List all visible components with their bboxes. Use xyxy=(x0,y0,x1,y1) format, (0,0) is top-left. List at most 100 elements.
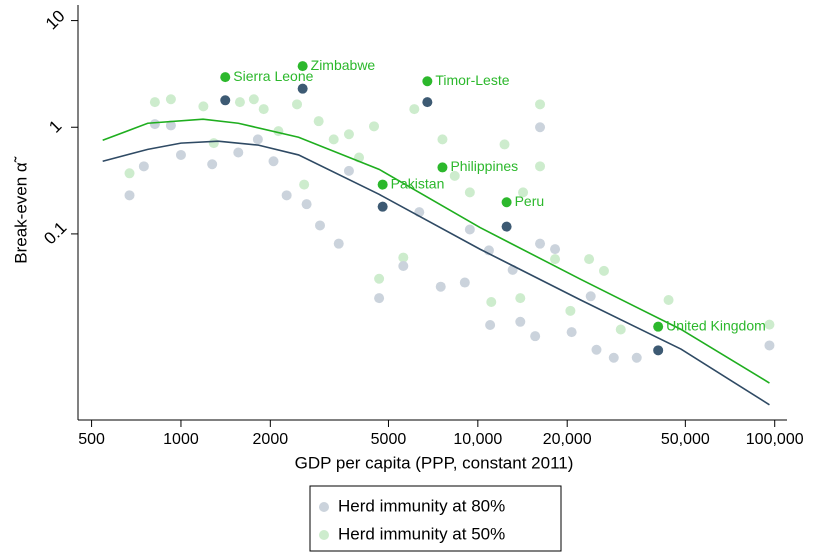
point xyxy=(198,101,209,112)
legend-marker xyxy=(319,530,329,540)
point xyxy=(631,352,642,363)
x-tick-label: 1000 xyxy=(163,431,199,448)
point xyxy=(608,352,619,363)
y-tick-label: 0.1 xyxy=(40,218,70,248)
point xyxy=(314,220,325,231)
point xyxy=(409,104,420,115)
highlight-point xyxy=(377,201,388,212)
point xyxy=(535,161,546,172)
point xyxy=(374,293,385,304)
point xyxy=(435,281,446,292)
point xyxy=(299,179,310,190)
highlight-point xyxy=(501,221,512,232)
point xyxy=(248,94,259,105)
point xyxy=(149,97,160,108)
point xyxy=(398,261,409,272)
x-tick-label: 20,000 xyxy=(543,431,592,448)
point xyxy=(301,199,312,210)
country-label: Pakistan xyxy=(391,175,445,191)
point xyxy=(591,344,602,355)
point xyxy=(515,293,526,304)
legend-marker xyxy=(319,502,329,512)
highlight-point xyxy=(377,179,388,190)
point xyxy=(208,138,219,149)
point xyxy=(252,134,263,145)
x-tick-label: 2000 xyxy=(253,431,289,448)
point xyxy=(258,104,269,115)
point xyxy=(550,254,561,265)
x-tick-label: 500 xyxy=(78,431,105,448)
point xyxy=(584,254,595,265)
point xyxy=(328,134,339,145)
point xyxy=(374,273,385,284)
country-label: United Kingdom xyxy=(666,317,766,333)
point xyxy=(292,99,303,110)
point xyxy=(175,149,186,160)
highlight-point xyxy=(437,162,448,173)
x-axis-label: GDP per capita (PPP, constant 2011) xyxy=(295,453,574,472)
point xyxy=(149,119,160,130)
legend-label: Herd immunity at 80% xyxy=(338,496,505,515)
highlight-point xyxy=(653,345,664,356)
point xyxy=(764,319,775,330)
point xyxy=(518,187,529,198)
point xyxy=(530,331,541,342)
point xyxy=(281,190,292,201)
point xyxy=(313,116,324,127)
point xyxy=(138,161,149,172)
country-label: Sierra Leone xyxy=(233,68,313,84)
y-tick-label: 10 xyxy=(42,6,69,33)
x-tick-label: 50,000 xyxy=(661,431,710,448)
point xyxy=(585,291,596,302)
point xyxy=(615,324,626,335)
point xyxy=(535,238,546,249)
point xyxy=(398,252,409,263)
point xyxy=(535,122,546,133)
point xyxy=(663,295,674,306)
point xyxy=(165,120,176,131)
highlight-point xyxy=(422,76,433,87)
highlight-point xyxy=(653,321,664,332)
highlight-point xyxy=(297,61,308,72)
point xyxy=(437,134,448,145)
y-axis-label: Break-even α̃ xyxy=(11,156,30,263)
point xyxy=(369,121,380,132)
highlight-point xyxy=(422,97,433,108)
highlight-point xyxy=(297,83,308,94)
x-tick-label: 100,000 xyxy=(746,431,804,448)
highlight-point xyxy=(220,72,231,83)
legend-box xyxy=(309,485,562,552)
point xyxy=(485,319,496,330)
point xyxy=(124,168,135,179)
point xyxy=(207,159,218,170)
country-label: Peru xyxy=(515,193,545,209)
point xyxy=(535,99,546,110)
point xyxy=(459,277,470,288)
point xyxy=(598,265,609,276)
point xyxy=(268,156,279,167)
point xyxy=(333,238,344,249)
point xyxy=(449,170,460,181)
x-tick-label: 10,000 xyxy=(453,431,502,448)
point xyxy=(550,244,561,255)
point xyxy=(234,97,245,108)
country-label: Zimbabwe xyxy=(311,57,376,73)
highlight-point xyxy=(501,197,512,208)
fit-curve xyxy=(102,140,770,406)
point xyxy=(124,190,135,201)
point xyxy=(764,340,775,351)
point xyxy=(464,187,475,198)
point xyxy=(486,296,497,307)
country-label: Philippines xyxy=(450,158,518,174)
point xyxy=(565,305,576,316)
point xyxy=(464,224,475,235)
point xyxy=(233,147,244,158)
legend-label: Herd immunity at 50% xyxy=(338,524,505,543)
point xyxy=(165,94,176,105)
country-label: Timor-Leste xyxy=(435,72,509,88)
point xyxy=(343,165,354,176)
y-tick-label: 1 xyxy=(45,116,65,136)
point xyxy=(515,316,526,327)
